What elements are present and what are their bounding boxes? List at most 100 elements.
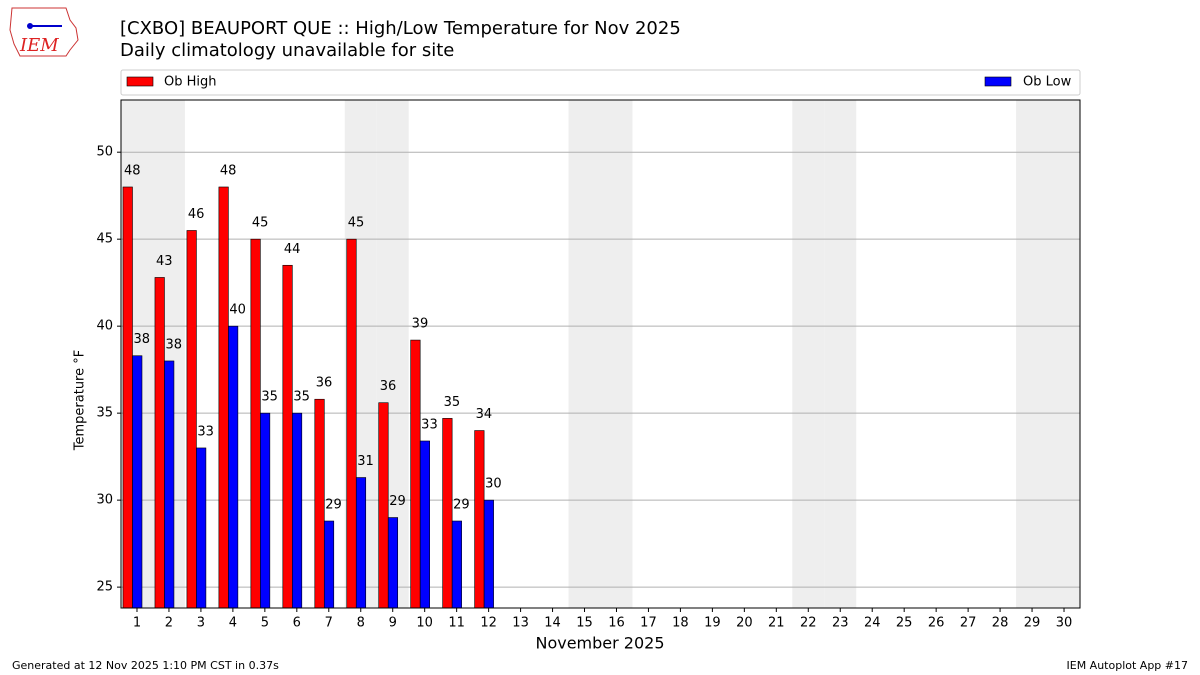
x-tick-label: 4 (229, 616, 237, 631)
x-tick-label: 15 (576, 616, 593, 631)
legend-swatch (984, 76, 1012, 87)
footer-left: Generated at 12 Nov 2025 1:10 PM CST in … (12, 659, 279, 672)
bar (164, 360, 175, 609)
weekend-shade (600, 100, 633, 608)
y-tick-label: 35 (96, 406, 113, 421)
bar (132, 355, 143, 609)
logo: IEM (9, 7, 79, 57)
value-label: 29 (453, 498, 470, 513)
weekend-shade (1048, 100, 1080, 608)
weekend-shade (824, 100, 857, 608)
chart-subtitle: Daily climatology unavailable for site (120, 40, 454, 61)
x-tick-label: 30 (1056, 616, 1073, 631)
value-label: 38 (133, 332, 150, 347)
weekend-shade (568, 100, 601, 608)
value-label: 45 (252, 216, 269, 231)
bar (314, 398, 325, 609)
bar (387, 517, 399, 609)
x-tick-label: 16 (608, 616, 625, 631)
bar (442, 418, 453, 609)
bar (378, 402, 389, 609)
bar (250, 238, 261, 609)
value-label: 35 (261, 390, 278, 405)
x-tick-label: 20 (736, 616, 753, 631)
value-label: 45 (348, 216, 365, 231)
bar (154, 277, 165, 609)
value-label: 35 (293, 390, 310, 405)
weekend-shade (1016, 100, 1049, 608)
legend-label: Ob Low (1023, 75, 1072, 90)
legend-label: Ob High (164, 75, 217, 90)
value-label: 33 (197, 424, 214, 439)
x-tick-label: 3 (197, 616, 205, 631)
value-label: 34 (476, 407, 493, 422)
bar (410, 339, 421, 609)
x-tick-label: 6 (293, 616, 301, 631)
bar (260, 412, 271, 609)
x-tick-label: 7 (325, 616, 333, 631)
bar (355, 477, 367, 609)
x-tick-label: 12 (480, 616, 497, 631)
x-tick-label: 11 (448, 616, 465, 631)
x-tick-label: 17 (640, 616, 657, 631)
value-label: 31 (357, 454, 374, 469)
x-tick-label: 21 (768, 616, 785, 631)
y-axis-label: Temperature °F (73, 350, 88, 451)
chart-title: [CXBO] BEAUPORT QUE :: High/Low Temperat… (120, 18, 681, 39)
x-tick-label: 23 (832, 616, 849, 631)
y-tick-label: 50 (96, 145, 113, 160)
x-tick-label: 27 (960, 616, 977, 631)
x-tick-label: 8 (357, 616, 365, 631)
value-label: 48 (220, 163, 237, 178)
value-label: 48 (124, 163, 141, 178)
bar (323, 520, 335, 609)
y-tick-label: 45 (96, 232, 113, 247)
plot-frame (120, 99, 1081, 609)
value-label: 30 (485, 477, 502, 492)
x-tick-label: 1 (133, 616, 141, 631)
bar (186, 230, 197, 609)
y-tick-label: 25 (96, 580, 113, 595)
bar (419, 440, 430, 609)
value-label: 39 (412, 317, 429, 332)
value-label: 36 (316, 376, 333, 391)
value-label: 29 (389, 494, 406, 509)
logo-outline (9, 7, 79, 57)
bar (282, 264, 293, 609)
value-label: 40 (229, 303, 246, 318)
bar (196, 447, 207, 609)
x-tick-label: 26 (928, 616, 945, 631)
x-axis-label: November 2025 (535, 634, 664, 653)
footer-right: IEM Autoplot App #17 (1067, 659, 1189, 672)
x-tick-label: 25 (896, 616, 913, 631)
bar (292, 412, 303, 609)
value-label: 44 (284, 242, 301, 257)
value-label: 46 (188, 207, 205, 222)
value-label: 33 (421, 417, 438, 432)
bar (346, 238, 357, 609)
x-tick-label: 2 (165, 616, 173, 631)
bar (474, 430, 485, 609)
x-tick-label: 10 (416, 616, 433, 631)
weekend-shade (792, 100, 825, 608)
value-label: 29 (325, 498, 342, 513)
value-label: 43 (156, 254, 173, 269)
bar (218, 186, 229, 609)
x-tick-label: 13 (512, 616, 529, 631)
x-tick-label: 22 (800, 616, 817, 631)
logo-text: IEM (19, 35, 59, 56)
value-label: 36 (380, 379, 397, 394)
bar (122, 186, 133, 609)
x-tick-label: 9 (389, 616, 397, 631)
legend-swatch (126, 76, 154, 87)
value-label: 38 (165, 337, 182, 352)
y-tick-label: 30 (96, 493, 113, 508)
x-tick-label: 19 (704, 616, 721, 631)
x-tick-label: 18 (672, 616, 689, 631)
bar (451, 520, 462, 609)
bar (483, 499, 494, 609)
logo-dot (27, 23, 33, 29)
legend (120, 69, 1081, 96)
x-tick-label: 29 (1024, 616, 1041, 631)
